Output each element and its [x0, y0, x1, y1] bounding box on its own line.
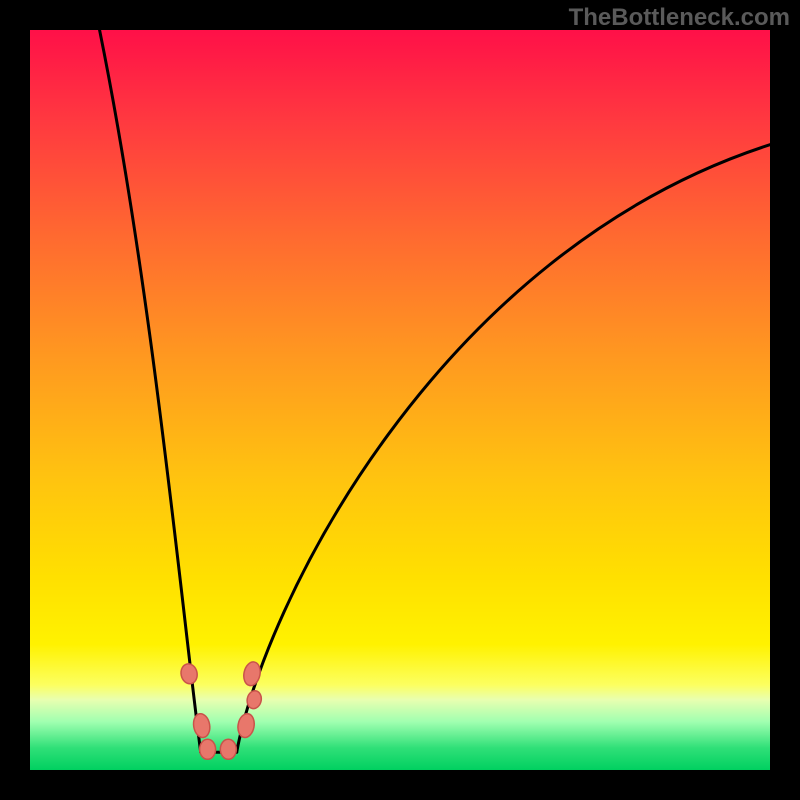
marker-dot — [246, 689, 263, 710]
watermark-text: TheBottleneck.com — [569, 4, 790, 32]
marker-dot — [200, 739, 216, 759]
marker-dot — [192, 712, 212, 738]
marker-dot — [236, 712, 256, 738]
chart-container: TheBottleneck.com — [0, 0, 800, 800]
marker-dot — [220, 739, 236, 759]
marker-dot — [242, 660, 263, 687]
data-markers — [30, 30, 770, 770]
plot-area — [30, 30, 770, 770]
marker-dot — [179, 662, 199, 685]
